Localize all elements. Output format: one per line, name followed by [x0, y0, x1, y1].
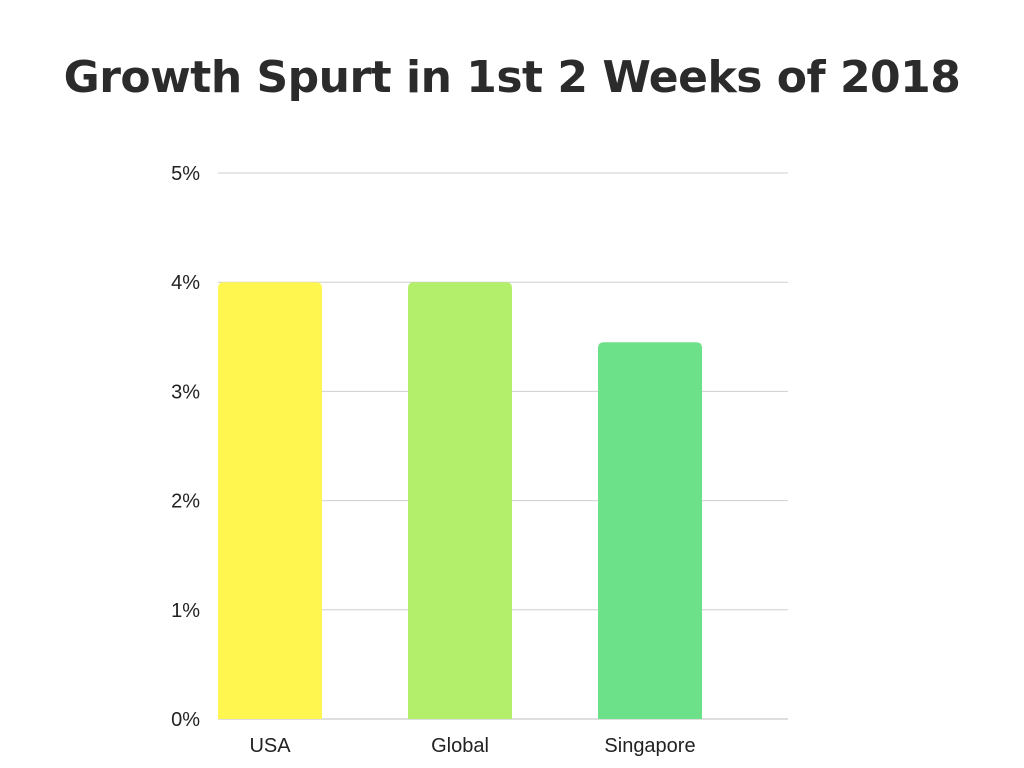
bar-singapore	[598, 342, 702, 719]
y-tick-label: 0%	[171, 709, 200, 731]
y-tick-label: 3%	[171, 381, 200, 403]
bars	[218, 282, 702, 719]
y-tick-label: 5%	[171, 163, 200, 185]
bar-global	[408, 282, 512, 719]
y-tick-label: 1%	[171, 600, 200, 622]
chart-title: Growth Spurt in 1st 2 Weeks of 2018	[63, 52, 961, 103]
x-axis-labels: USA Global Singapore	[249, 735, 695, 757]
y-tick-label: 2%	[171, 491, 200, 513]
y-tick-label: 4%	[171, 272, 200, 294]
bar-usa	[218, 282, 322, 719]
x-tick-label: USA	[249, 735, 291, 757]
x-tick-label: Singapore	[604, 735, 695, 757]
x-tick-label: Global	[431, 735, 489, 757]
y-axis-ticks: 0% 1% 2% 3% 4% 5%	[171, 163, 200, 731]
